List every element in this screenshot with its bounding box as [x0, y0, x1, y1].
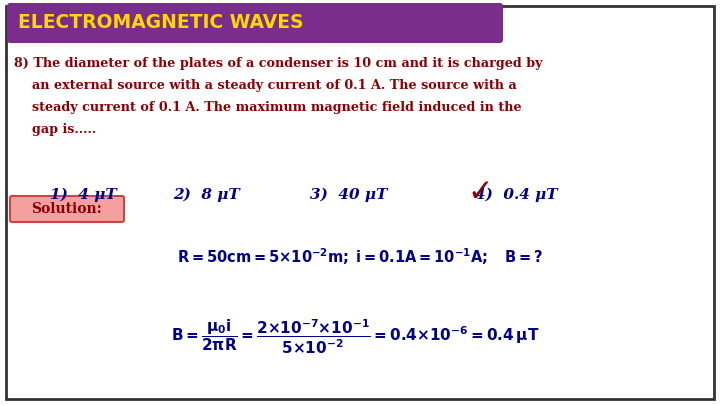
Text: Solution:: Solution: — [32, 202, 102, 216]
Text: 4)  0.4 μT: 4) 0.4 μT — [475, 188, 558, 202]
Text: an external source with a steady current of 0.1 A. The source with a: an external source with a steady current… — [14, 79, 517, 92]
Text: steady current of 0.1 A. The maximum magnetic field induced in the: steady current of 0.1 A. The maximum mag… — [14, 101, 521, 114]
FancyBboxPatch shape — [7, 3, 503, 43]
Text: 1)  4 μT: 1) 4 μT — [50, 188, 117, 202]
Text: 2)  8 μT: 2) 8 μT — [173, 188, 240, 202]
Text: ✓: ✓ — [467, 179, 492, 207]
FancyBboxPatch shape — [10, 196, 124, 222]
Text: 8) The diameter of the plates of a condenser is 10 cm and it is charged by: 8) The diameter of the plates of a conde… — [14, 57, 542, 70]
Text: $\mathbf{B = \dfrac{\mu_0 i}{2\pi R} = \dfrac{2{\times}10^{-7}{\times}10^{-1}}{5: $\mathbf{B = \dfrac{\mu_0 i}{2\pi R} = \… — [171, 318, 539, 356]
Text: 3)  40 μT: 3) 40 μT — [310, 188, 387, 202]
Text: $\mathbf{R = 50cm{=}5{\times}10^{-2}}$$\mathit{\mathbf{m}}$$\mathbf{;\; i = 0.1A: $\mathbf{R = 50cm{=}5{\times}10^{-2}}$$\… — [177, 247, 543, 267]
Text: gap is.....: gap is..... — [14, 123, 96, 136]
Text: ELECTROMAGNETIC WAVES: ELECTROMAGNETIC WAVES — [18, 13, 304, 32]
